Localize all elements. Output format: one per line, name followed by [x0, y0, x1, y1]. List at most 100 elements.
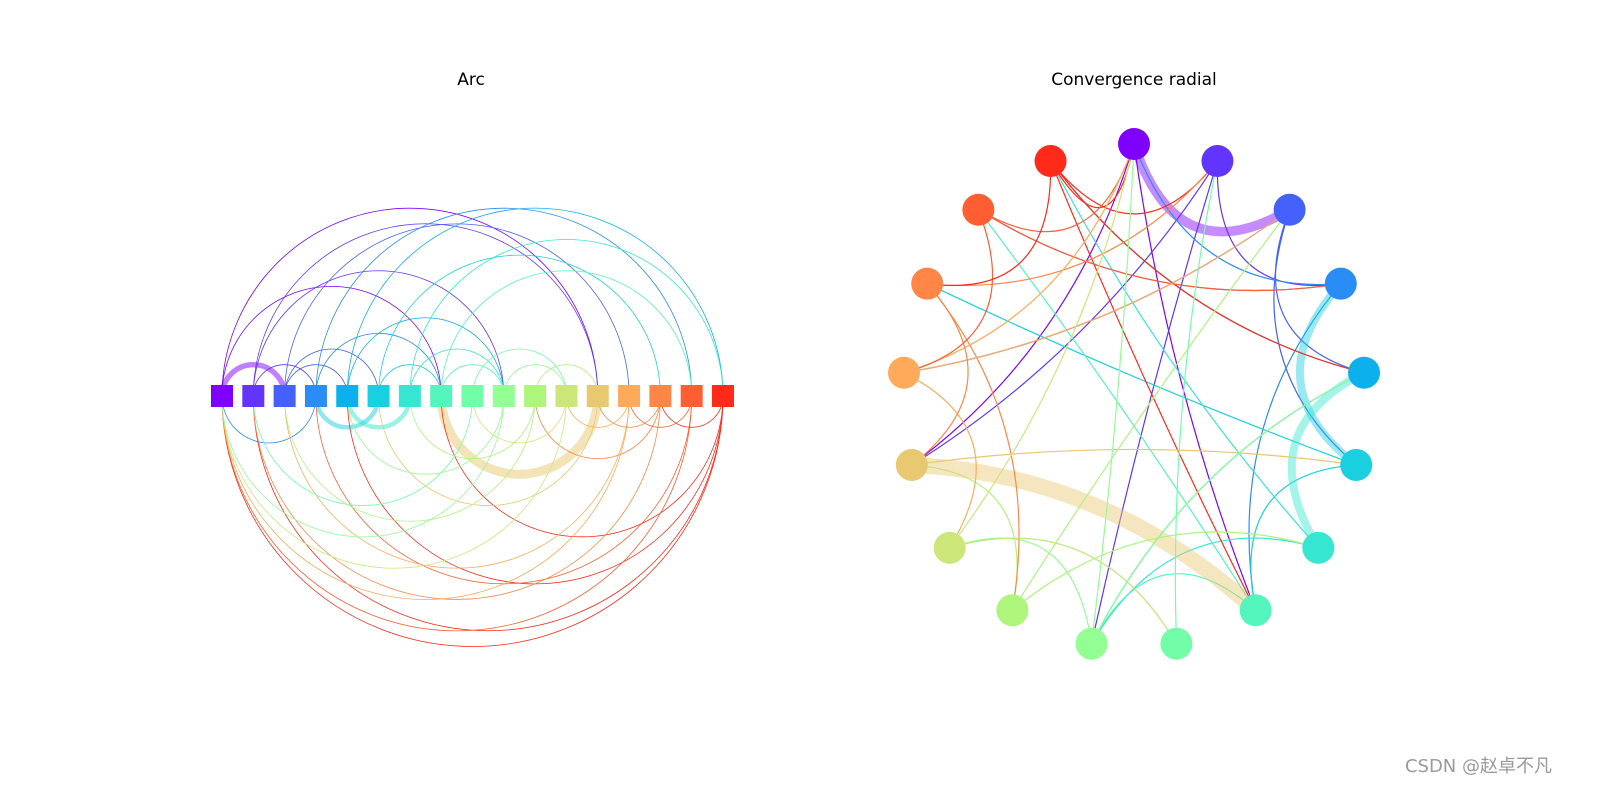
- arc-edge: [503, 364, 567, 397]
- radial-node: [911, 267, 944, 300]
- radial-edge: [949, 537, 1177, 645]
- radial-edge: [903, 209, 1290, 374]
- radial-edge: [911, 143, 1135, 466]
- radial-node: [1034, 145, 1067, 178]
- radial-edge: [1049, 160, 1257, 611]
- arc-node: [712, 385, 734, 407]
- arc-edge: [221, 395, 317, 444]
- radial-edge: [1091, 372, 1365, 644]
- arc-edge: [221, 395, 693, 632]
- arc-title: Arc: [457, 70, 485, 90]
- arc-node: [336, 385, 359, 407]
- radial-edge: [1050, 160, 1218, 215]
- arc-edge: [315, 207, 693, 397]
- arc-node: [273, 385, 296, 407]
- radial-edge: [903, 209, 994, 374]
- arc-edge: [219, 361, 288, 397]
- radial-edge: [1050, 160, 1365, 374]
- arc-edge: [409, 239, 724, 397]
- radial-edge: [1091, 573, 1257, 644]
- arc-edge: [597, 395, 661, 428]
- arc-edge: [284, 223, 630, 397]
- radial-edge: [977, 209, 1257, 611]
- radial-edge: [1011, 209, 1291, 611]
- arc-edge: [378, 395, 599, 506]
- radial-edge: [927, 161, 1052, 287]
- arc-edge: [252, 270, 505, 397]
- arc-edge: [566, 395, 630, 428]
- radial-edge: [949, 537, 1093, 644]
- arc-edge: [252, 364, 317, 397]
- radial-edge: [927, 160, 1218, 287]
- radial-node: [1340, 448, 1373, 481]
- nodes: [211, 128, 1381, 660]
- arc-edge: [346, 395, 505, 475]
- radial-node: [1239, 594, 1272, 627]
- arc-edge: [440, 364, 505, 397]
- radial-edge: [1296, 281, 1359, 469]
- radial-edge: [911, 160, 1218, 466]
- arc-edge: [284, 364, 348, 397]
- arc-edge: [346, 207, 724, 397]
- arc-node: [618, 385, 641, 407]
- arc-edge: [436, 395, 603, 479]
- radial-node: [1324, 267, 1357, 300]
- arc-edge: [378, 364, 442, 397]
- radial-node: [1302, 531, 1335, 564]
- arc-edge: [252, 223, 599, 397]
- arc-edge: [659, 395, 724, 428]
- arc-node: [211, 385, 233, 407]
- arc-edge: [440, 395, 724, 538]
- radial-edge: [1274, 209, 1365, 374]
- arc-edge: [534, 364, 599, 397]
- radial-edge: [1091, 372, 1365, 644]
- radial-node: [1118, 128, 1150, 160]
- edges: [219, 142, 1366, 647]
- radial-edge: [926, 283, 1020, 611]
- arc-edge: [346, 317, 505, 397]
- radial-edge: [1050, 160, 1319, 549]
- radial-title: Convergence radial: [1051, 70, 1217, 90]
- arc-edge: [472, 348, 567, 397]
- arc-edge: [409, 348, 505, 397]
- radial-edge: [1174, 160, 1219, 644]
- radial-edge: [1133, 143, 1341, 286]
- arc-node: [492, 385, 515, 407]
- arc-edge: [440, 270, 693, 397]
- radial-edge: [978, 209, 1341, 291]
- radial-node: [1201, 145, 1234, 178]
- radial-edge: [1090, 160, 1219, 644]
- arc-edge: [472, 395, 567, 444]
- radial-edge: [911, 283, 969, 466]
- arc-edge: [252, 395, 661, 600]
- arc-node: [555, 385, 578, 407]
- arc-edge: [252, 395, 473, 506]
- arc-edge: [221, 395, 630, 600]
- arc-node: [398, 385, 421, 407]
- arc-node: [367, 385, 390, 407]
- radial-edge: [1287, 369, 1366, 550]
- arc-edge: [284, 395, 630, 569]
- arc-node: [242, 385, 265, 407]
- watermark: CSDN @赵卓不凡: [1405, 756, 1552, 777]
- radial-node: [962, 193, 995, 226]
- radial-node: [933, 531, 966, 564]
- radial-edge: [1012, 531, 1319, 611]
- radial-node: [1348, 356, 1381, 389]
- arc-node: [680, 385, 703, 407]
- radial-node: [996, 594, 1029, 627]
- radial-edge: [911, 448, 1357, 466]
- arc-edge: [221, 207, 599, 397]
- radial-edge: [949, 537, 1177, 645]
- radial-node: [1075, 627, 1108, 660]
- radial-edge: [1216, 161, 1341, 287]
- radial-edge: [1133, 143, 1257, 611]
- radial-edge: [1091, 537, 1319, 645]
- arc-edge: [534, 395, 661, 460]
- arc-edge: [378, 254, 661, 397]
- radial-edge: [911, 456, 1262, 617]
- radial-edge: [1250, 464, 1357, 611]
- arc-node: [649, 385, 672, 407]
- radial-edge: [1129, 142, 1293, 237]
